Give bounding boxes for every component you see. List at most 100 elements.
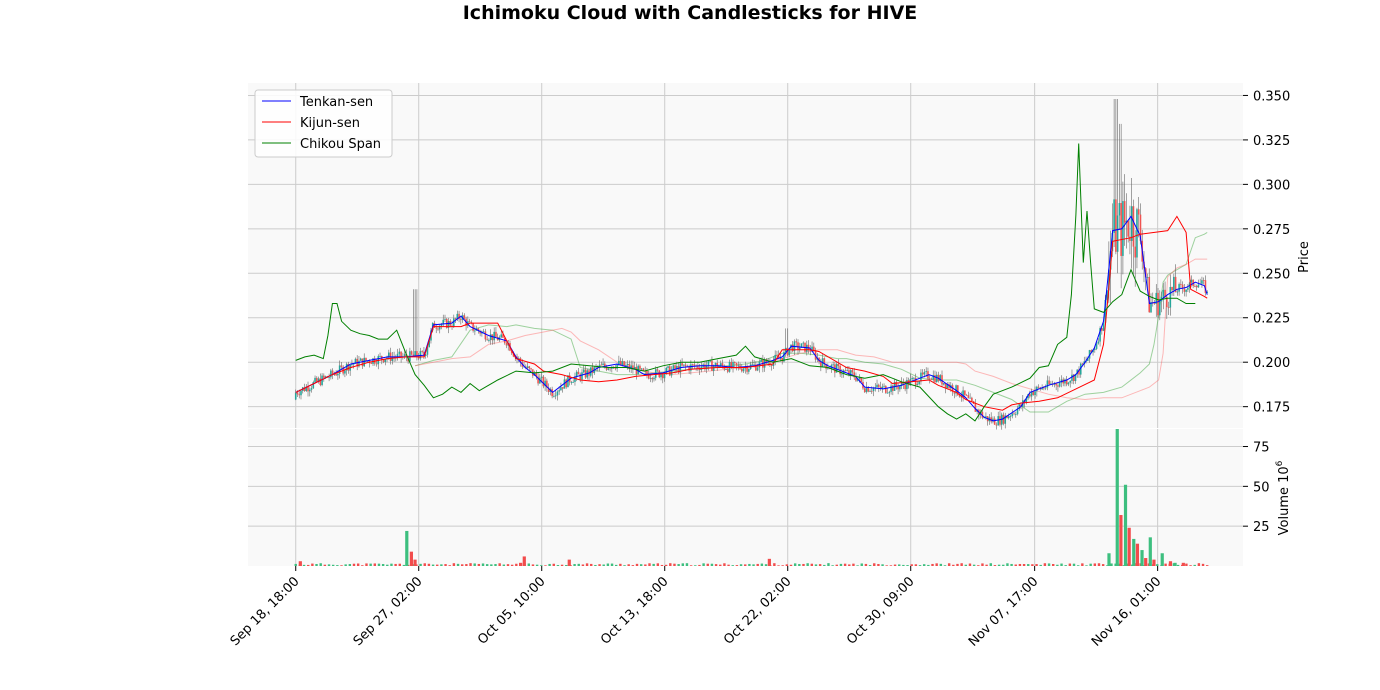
volume-bar xyxy=(860,563,863,566)
candle-down xyxy=(647,374,650,379)
volume-bar xyxy=(1164,563,1167,566)
candle-up xyxy=(414,351,416,356)
candle-up xyxy=(1197,284,1200,288)
candle-up xyxy=(308,389,311,392)
candle-up xyxy=(1036,386,1038,392)
candle-up xyxy=(438,325,441,330)
candle-down xyxy=(721,363,724,366)
candle-down xyxy=(1171,286,1173,291)
candle-up xyxy=(960,396,963,398)
candle-down xyxy=(1204,280,1207,293)
candle-up xyxy=(321,375,323,386)
candle-down xyxy=(921,372,924,375)
candle-up xyxy=(1158,301,1161,316)
volume-bar xyxy=(1014,564,1017,566)
volume-bar xyxy=(465,564,468,566)
candle-up xyxy=(906,380,908,390)
volume-bars xyxy=(294,429,1209,566)
candle-up xyxy=(663,373,666,379)
candle-down xyxy=(412,354,415,356)
volume-bar xyxy=(344,564,347,566)
candle-up xyxy=(1102,322,1105,331)
candle-down xyxy=(1202,280,1205,282)
volume-bar xyxy=(1093,563,1097,566)
volume-bar xyxy=(1047,563,1051,566)
candle-down xyxy=(635,366,638,375)
candle-up xyxy=(314,377,316,383)
price-axis-ticks: 0.175 0.200 0.225 0.250 0.275 0.300 0.325 0.350 xyxy=(1243,89,1290,416)
volume-bar xyxy=(952,564,955,566)
volume-bar xyxy=(356,563,360,566)
volume-bar xyxy=(1018,563,1022,566)
candle-down xyxy=(1081,363,1084,365)
volume-bar xyxy=(635,563,639,566)
volume-bar xyxy=(802,563,805,566)
volume-bar xyxy=(565,565,568,566)
volume-bar xyxy=(423,563,426,566)
candle-up xyxy=(424,354,427,357)
candle-up xyxy=(913,377,915,379)
candle-down xyxy=(596,366,599,368)
candle-down xyxy=(867,387,870,392)
candle-up xyxy=(942,383,945,385)
volume-bar xyxy=(939,563,943,566)
candle-up xyxy=(985,416,987,418)
volume-bar xyxy=(336,565,339,566)
candle-down xyxy=(853,372,856,378)
candle-up xyxy=(598,364,601,368)
volume-bar xyxy=(1010,563,1013,566)
price-tick-label-5: 0.300 xyxy=(1253,178,1290,193)
volume-bar xyxy=(785,564,789,566)
candle-up xyxy=(841,373,843,375)
candle-up xyxy=(574,376,576,382)
candle-down xyxy=(365,357,367,362)
candle-up xyxy=(1169,286,1172,308)
candle-up xyxy=(440,324,443,326)
volume-bar xyxy=(1072,563,1076,566)
volume-bar xyxy=(515,563,518,566)
candle-up xyxy=(1130,206,1133,241)
candle-up xyxy=(366,360,369,362)
volume-bar xyxy=(369,563,372,566)
candle-up xyxy=(725,369,727,370)
price-tick-label-0: 0.175 xyxy=(1253,401,1290,416)
candle-up xyxy=(1185,289,1187,292)
candle-up xyxy=(419,351,422,359)
volume-bar xyxy=(673,563,676,566)
volume-bar xyxy=(1114,563,1117,566)
candle-down xyxy=(741,368,743,372)
candle-up xyxy=(1058,382,1061,387)
candle-down xyxy=(382,359,385,363)
candle-up xyxy=(602,363,604,366)
candle-down xyxy=(1132,206,1135,247)
candle-down xyxy=(704,364,706,370)
candle-down xyxy=(1006,415,1008,419)
candle-up xyxy=(328,377,330,379)
candle-down xyxy=(958,394,961,397)
volume-bar xyxy=(1089,563,1092,566)
volume-bar xyxy=(685,563,689,566)
candle-down xyxy=(547,387,550,392)
volume-bar xyxy=(877,563,880,566)
candle-up xyxy=(1146,276,1149,278)
candle-down xyxy=(524,366,527,369)
candle-up xyxy=(1060,379,1063,383)
volume-bar xyxy=(993,565,997,566)
candle-down xyxy=(651,377,654,380)
candle-down xyxy=(1078,369,1080,375)
volume-bar xyxy=(1064,565,1067,566)
candle-down xyxy=(656,369,659,371)
candle-up xyxy=(1071,374,1073,381)
candle-up xyxy=(714,363,717,367)
volume-bar xyxy=(615,564,618,566)
candle-down xyxy=(619,360,622,366)
candle-up xyxy=(489,334,492,341)
candle-down xyxy=(897,386,899,390)
candle-down xyxy=(730,361,733,368)
volume-bar xyxy=(947,563,951,566)
candle-up xyxy=(707,361,710,367)
candle-down xyxy=(823,358,826,364)
volume-bar xyxy=(510,564,514,566)
volume-bar xyxy=(798,564,801,566)
volume-bar xyxy=(498,563,501,566)
